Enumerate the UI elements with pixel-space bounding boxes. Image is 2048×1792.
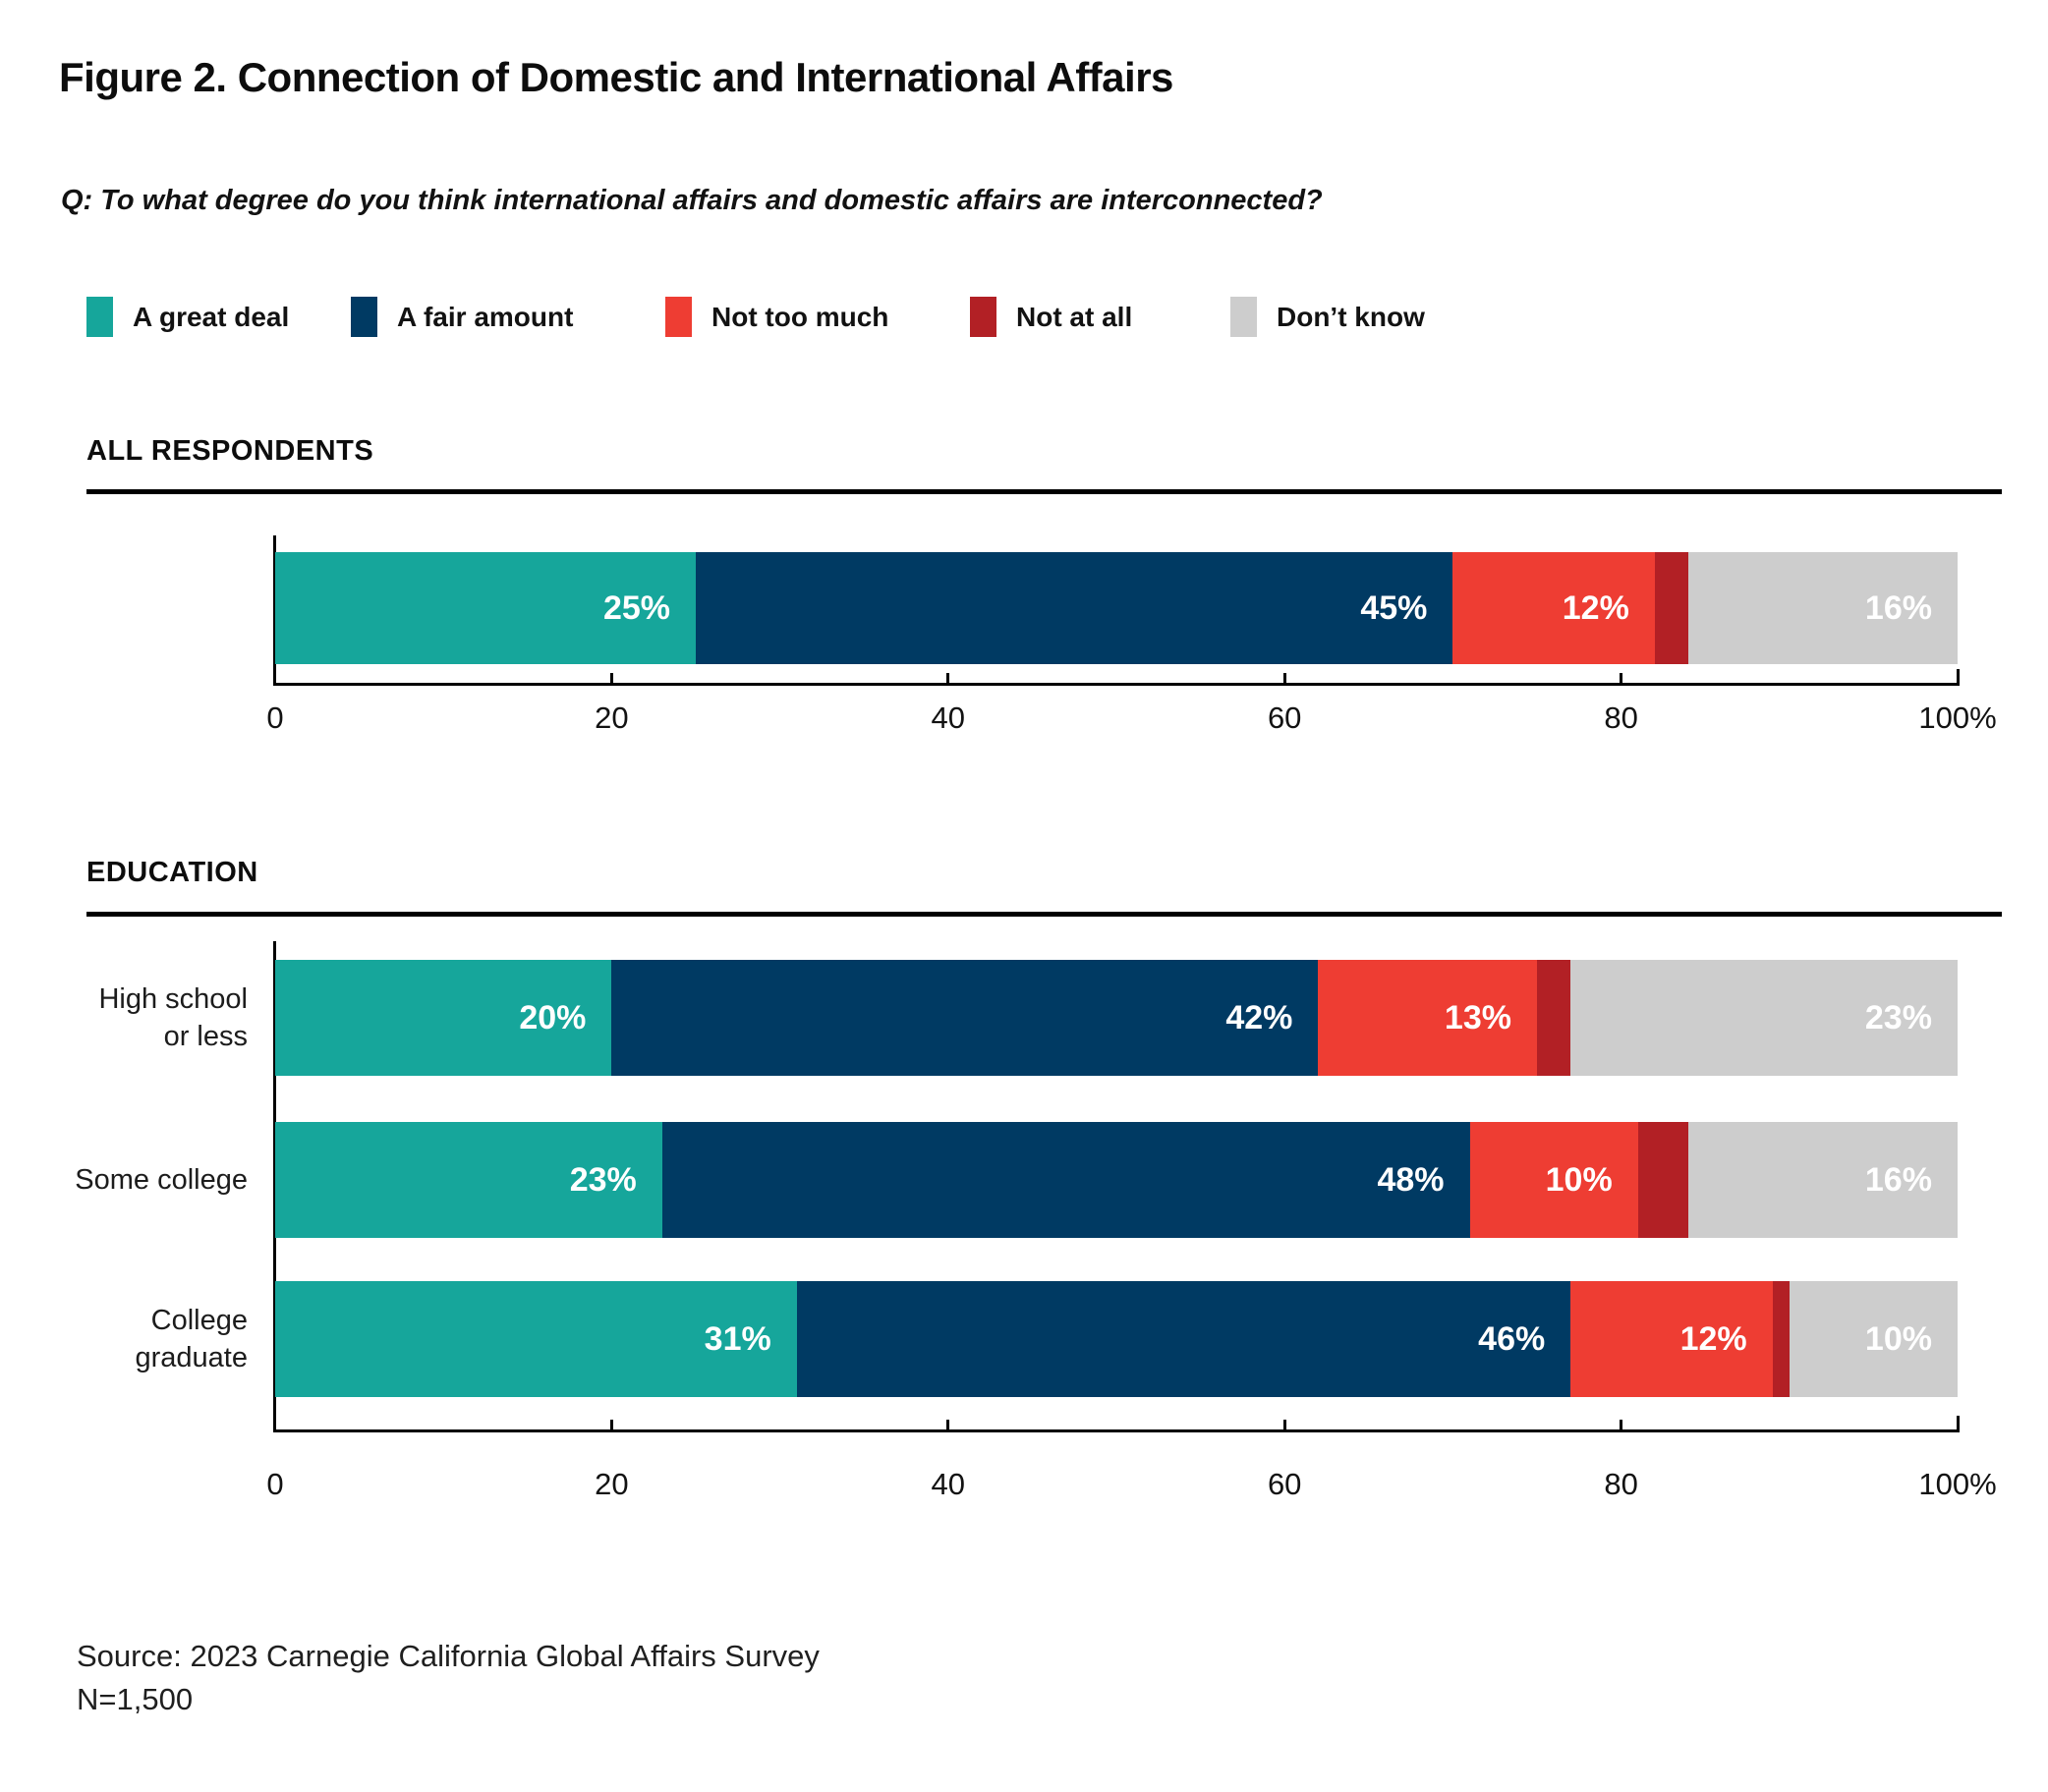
segment-value-label: 12% — [1562, 588, 1629, 627]
y-axis-line — [273, 941, 276, 1429]
source-text: Source: 2023 Carnegie California Global … — [77, 1639, 820, 1673]
legend-item: A great deal — [86, 297, 289, 337]
bar-segment-a-great-deal: 31% — [275, 1281, 797, 1397]
segment-value-label: 23% — [1864, 998, 1932, 1036]
legend-swatch-not-at-all — [970, 297, 996, 337]
bar-segment-not-too-much: 10% — [1469, 1122, 1638, 1238]
bar-segment-a-great-deal: 25% — [275, 552, 696, 664]
axis-tick-label: 100% — [1918, 700, 1997, 735]
bar-segment-a-fair-amount: 42% — [611, 960, 1319, 1076]
bar-segment-a-fair-amount: 46% — [796, 1281, 1571, 1397]
axis-tick — [1620, 1420, 1623, 1429]
legend-label: Not too much — [711, 301, 889, 332]
legend-label: Don’t know — [1277, 301, 1425, 332]
bar-segment-not-too-much: 12% — [1570, 1281, 1773, 1397]
legend-item: Don’t know — [1230, 297, 1425, 337]
bar-segment-don-t-know: 10% — [1789, 1281, 1958, 1397]
bar-segment-not-at-all — [1536, 960, 1571, 1076]
section-heading-all-respondents: ALL RESPONDENTS — [86, 435, 374, 467]
legend-item: A fair amount — [351, 297, 573, 337]
segment-value-label: 23% — [569, 1160, 637, 1199]
segment-value-label: 16% — [1864, 1160, 1932, 1199]
axis-tick-label: 0 — [266, 700, 284, 735]
sample-size-text: N=1,500 — [77, 1682, 194, 1716]
legend-swatch-a-great-deal — [86, 297, 113, 337]
segment-value-label: 13% — [1444, 998, 1511, 1036]
figure-title: Figure 2. Connection of Domestic and Int… — [59, 54, 1173, 100]
axis-tick-label: 20 — [595, 700, 629, 735]
bar-segment-don-t-know: 23% — [1570, 960, 1958, 1076]
bar-segment-don-t-know: 16% — [1688, 552, 1958, 664]
axis-tick-label: 40 — [931, 700, 966, 735]
axis-tick — [946, 1420, 950, 1429]
axis-tick — [1957, 669, 1960, 683]
axis-tick-label: 40 — [931, 1467, 966, 1501]
axis-tick-label: 0 — [266, 1467, 284, 1501]
bar-row: 23% 48% 10% 16% — [275, 1122, 1958, 1238]
y-axis-line — [273, 535, 276, 683]
bar-segment-not-at-all — [1637, 1122, 1689, 1238]
bar-segment-a-fair-amount: 45% — [696, 552, 1453, 664]
bar-row: 31% 46% 12% 10% — [275, 1281, 1958, 1397]
axis-tick — [1620, 673, 1623, 683]
axis-tick-label: 60 — [1267, 1467, 1302, 1501]
segment-value-label: 16% — [1864, 588, 1932, 627]
segment-value-label: 46% — [1478, 1319, 1546, 1358]
bar-segment-don-t-know: 16% — [1688, 1122, 1958, 1238]
legend-label: Not at all — [1016, 301, 1133, 332]
axis-tick — [609, 1420, 613, 1429]
segment-value-label: 42% — [1225, 998, 1293, 1036]
segment-value-label: 10% — [1864, 1319, 1932, 1358]
legend-swatch-dont-know — [1230, 297, 1257, 337]
bar-segment-a-great-deal: 20% — [275, 960, 612, 1076]
segment-value-label: 25% — [602, 588, 670, 627]
axis-tick — [1957, 1416, 1960, 1429]
section-rule — [86, 912, 2002, 917]
axis-tick-label: 100% — [1918, 1467, 1997, 1501]
legend-swatch-a-fair-amount — [351, 297, 377, 337]
segment-value-label: 20% — [519, 998, 587, 1036]
segment-value-label: 48% — [1377, 1160, 1445, 1199]
axis-tick — [1282, 1420, 1286, 1429]
bar-segment-a-great-deal: 23% — [275, 1122, 662, 1238]
bar-row: 25% 45% 12% 16% — [275, 552, 1958, 664]
bar-row: 20% 42% 13% 23% — [275, 960, 1958, 1076]
segment-value-label: 45% — [1360, 588, 1428, 627]
section-rule — [86, 489, 2002, 494]
legend-swatch-not-too-much — [665, 297, 692, 337]
axis-tick — [946, 673, 950, 683]
bar-segment-not-at-all — [1772, 1281, 1790, 1397]
bar-segment-not-too-much: 12% — [1452, 552, 1655, 664]
legend-label: A fair amount — [397, 301, 574, 332]
bar-segment-not-at-all — [1654, 552, 1689, 664]
bar-segment-a-fair-amount: 48% — [661, 1122, 1470, 1238]
x-axis-line — [273, 683, 1960, 686]
axis-tick-label: 80 — [1604, 700, 1638, 735]
segment-value-label: 10% — [1545, 1160, 1613, 1199]
x-axis-line — [273, 1429, 1960, 1432]
axis-tick-label: 60 — [1267, 700, 1302, 735]
segment-value-label: 12% — [1679, 1319, 1747, 1358]
section-heading-education: EDUCATION — [86, 857, 258, 888]
row-category-label: High school or less — [98, 983, 248, 1052]
axis-tick — [609, 673, 613, 683]
survey-question: Q: To what degree do you think internati… — [61, 185, 1323, 216]
bar-segment-not-too-much: 13% — [1318, 960, 1537, 1076]
axis-tick — [1282, 673, 1286, 683]
segment-value-label: 31% — [704, 1319, 771, 1358]
axis-tick-label: 80 — [1604, 1467, 1638, 1501]
row-category-label: Some college — [75, 1164, 248, 1196]
legend-item: Not at all — [970, 297, 1132, 337]
legend-item: Not too much — [665, 297, 888, 337]
row-category-label: College graduate — [135, 1305, 249, 1373]
legend-label: A great deal — [133, 301, 290, 332]
axis-tick-label: 20 — [595, 1467, 629, 1501]
